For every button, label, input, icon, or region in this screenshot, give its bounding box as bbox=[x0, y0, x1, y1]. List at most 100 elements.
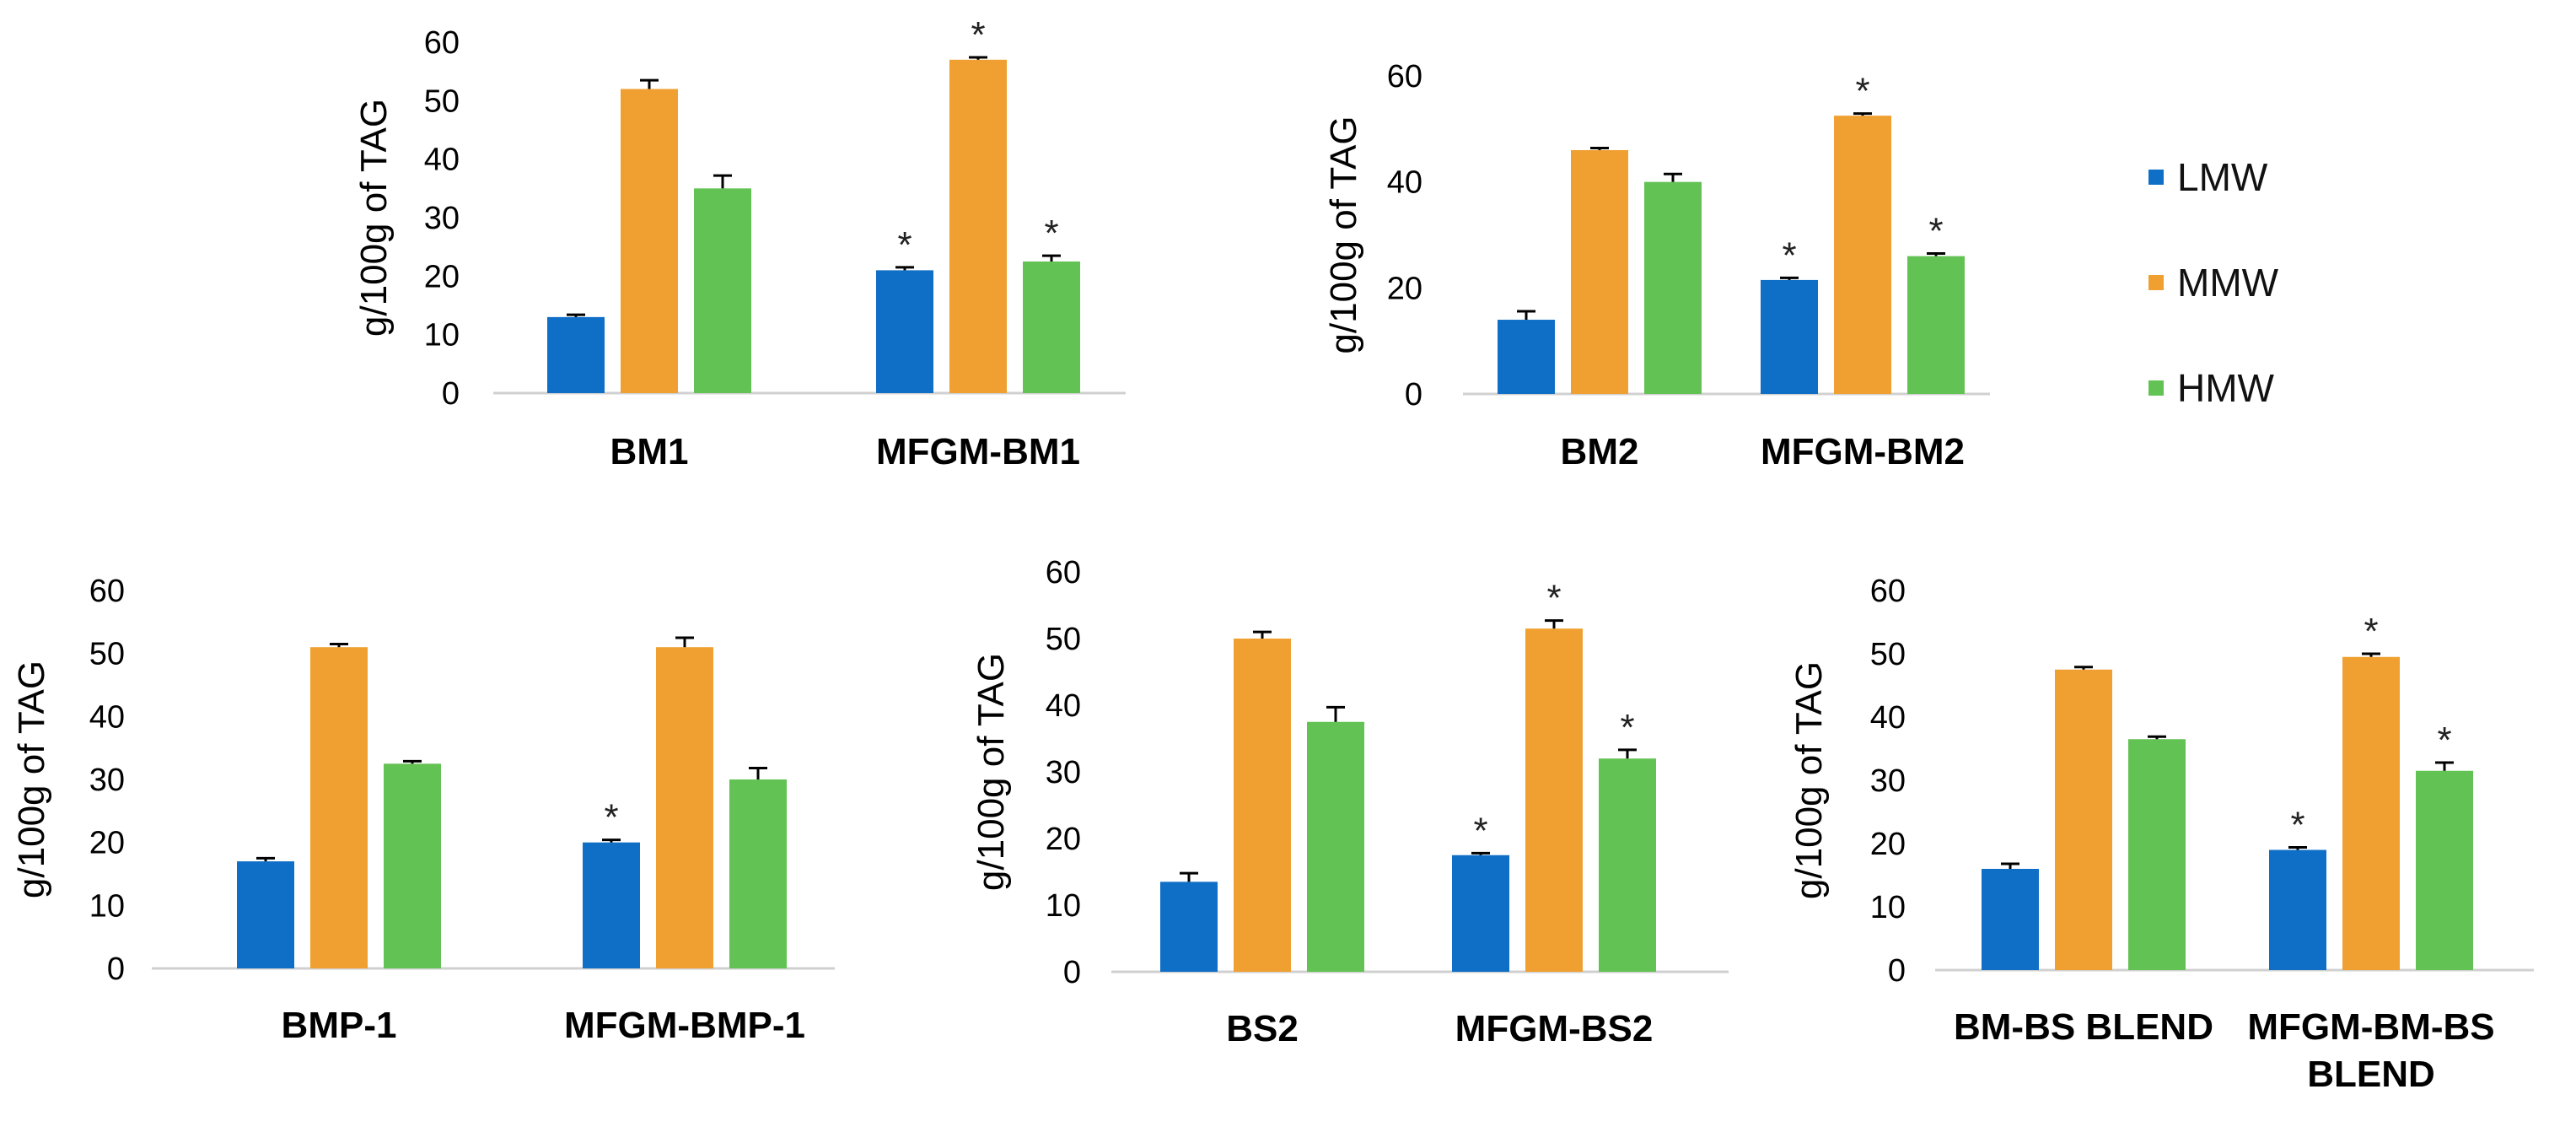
bar-hmw bbox=[1599, 758, 1656, 972]
y-tick-label: 60 bbox=[89, 574, 125, 609]
bar-mmw bbox=[1234, 639, 1291, 972]
category-label: MFGM-BM-BS BLEND bbox=[2247, 1006, 2494, 1095]
bar-lmw bbox=[1452, 855, 1509, 972]
bar-mmw bbox=[1525, 628, 1583, 972]
y-axis-label: g/100g of TAG bbox=[971, 653, 1012, 891]
y-tick-label: 60 bbox=[1387, 59, 1422, 94]
bar-hmw bbox=[729, 779, 787, 968]
category-label: BM2 bbox=[1561, 431, 1639, 472]
y-tick-label: 40 bbox=[1870, 700, 1906, 736]
y-tick-label: 10 bbox=[1046, 888, 1081, 924]
y-axis-label: g/100g of TAG bbox=[353, 99, 395, 337]
y-tick-label: 50 bbox=[1870, 637, 1906, 672]
y-tick-label: 30 bbox=[89, 763, 125, 798]
significance-marker: * bbox=[1044, 213, 1058, 254]
chart-panel-3: g/100g of TAG 0 10 20 30 40 50 60 BMP-1 * MFGM-BMP… bbox=[11, 574, 835, 1046]
bar-hmw bbox=[1644, 181, 1702, 394]
bar-lmw bbox=[2269, 849, 2326, 970]
bar-hmw bbox=[1307, 721, 1364, 972]
y-axis-label: g/100g of TAG bbox=[11, 661, 52, 898]
y-tick-label: 50 bbox=[424, 84, 460, 119]
legend-item-lmw: LMW bbox=[2148, 155, 2268, 199]
legend: LMW MMW HMW bbox=[2148, 155, 2279, 410]
y-tick-label: 10 bbox=[89, 888, 125, 924]
bar-mmw bbox=[949, 59, 1007, 394]
y-tick-label: 60 bbox=[1870, 574, 1906, 609]
y-tick-label: 60 bbox=[1046, 555, 1081, 590]
y-tick-label: 30 bbox=[1046, 755, 1081, 790]
y-tick-label: 0 bbox=[1888, 953, 1906, 989]
y-tick-label: 0 bbox=[1063, 955, 1081, 990]
significance-marker: * bbox=[971, 14, 985, 56]
y-tick-label: 20 bbox=[89, 826, 125, 861]
bar-lmw bbox=[876, 270, 933, 393]
y-tick-label: 50 bbox=[89, 637, 125, 672]
y-tick-label: 0 bbox=[1405, 377, 1422, 413]
significance-marker: * bbox=[1620, 707, 1634, 748]
legend-label: HMW bbox=[2177, 366, 2275, 410]
significance-marker: * bbox=[2437, 720, 2451, 761]
significance-marker: * bbox=[1546, 578, 1561, 619]
bar-lmw bbox=[583, 842, 640, 968]
category-label: BM-BS BLEND bbox=[1954, 1006, 2213, 1048]
legend-swatch bbox=[2148, 275, 2164, 290]
bar-mmw bbox=[1571, 149, 1628, 394]
y-tick-label: 20 bbox=[424, 259, 460, 294]
category-label: MFGM-BS2 bbox=[1455, 1008, 1654, 1049]
chart-panel-4: g/100g of TAG 0 10 20 30 40 50 60 BS2 * * * MFGM-BS2 bbox=[971, 555, 1729, 1049]
significance-marker: * bbox=[1473, 810, 1487, 851]
legend-swatch bbox=[2148, 380, 2164, 396]
bar-hmw bbox=[1023, 262, 1080, 393]
category-label: MFGM-BM2 bbox=[1761, 431, 1965, 472]
y-tick-label: 30 bbox=[1870, 763, 1906, 799]
y-tick-label: 0 bbox=[442, 376, 460, 412]
significance-marker: * bbox=[1928, 210, 1943, 251]
y-tick-label: 20 bbox=[1387, 271, 1422, 306]
y-tick-label: 40 bbox=[1046, 688, 1081, 724]
bar-mmw bbox=[656, 647, 713, 968]
category-label: BMP-1 bbox=[282, 1005, 397, 1046]
legend-item-hmw: HMW bbox=[2148, 366, 2275, 410]
bar-mmw bbox=[2055, 669, 2112, 970]
y-axis-label: g/100g of TAG bbox=[1788, 661, 1830, 899]
y-tick-label: 60 bbox=[424, 25, 460, 61]
bar-lmw bbox=[547, 316, 605, 393]
significance-marker: * bbox=[1782, 235, 1796, 276]
y-tick-label: 40 bbox=[89, 699, 125, 735]
significance-marker: * bbox=[1855, 71, 1869, 112]
y-axis-label: g/100g of TAG bbox=[1323, 116, 1364, 353]
bar-lmw bbox=[1160, 882, 1218, 972]
bar-mmw bbox=[2342, 656, 2400, 970]
bar-hmw bbox=[1907, 256, 1965, 394]
category-label: MFGM-BMP-1 bbox=[564, 1005, 805, 1046]
legend-label: MMW bbox=[2177, 261, 2279, 305]
bar-hmw bbox=[2128, 739, 2186, 970]
chart-panel-2: g/100g of TAG 0 20 40 60 BM2 * * * MFGM-BM2 bbox=[1323, 59, 1990, 472]
y-tick-label: 40 bbox=[424, 143, 460, 178]
significance-marker: * bbox=[2364, 611, 2378, 652]
bar-hmw bbox=[384, 763, 441, 968]
bar-hmw bbox=[694, 188, 751, 393]
bar-mmw bbox=[310, 647, 368, 968]
chart-panel-1: g/100g of TAG 0 10 20 30 40 50 60 BM1 * * * MFGM-BM1 bbox=[353, 14, 1126, 472]
significance-marker: * bbox=[604, 797, 618, 839]
y-tick-label: 40 bbox=[1387, 165, 1422, 201]
category-label: BS2 bbox=[1226, 1008, 1299, 1049]
y-tick-label: 0 bbox=[107, 952, 125, 987]
legend-item-mmw: MMW bbox=[2148, 261, 2279, 305]
bar-lmw bbox=[1498, 320, 1555, 394]
category-label: BM1 bbox=[610, 431, 689, 472]
bar-hmw bbox=[2416, 770, 2473, 970]
y-tick-label: 50 bbox=[1046, 622, 1081, 657]
bar-lmw bbox=[1982, 869, 2039, 970]
bar-lmw bbox=[1761, 279, 1818, 394]
bar-mmw bbox=[621, 89, 678, 393]
y-tick-label: 10 bbox=[424, 318, 460, 353]
bar-mmw bbox=[1834, 116, 1891, 394]
significance-marker: * bbox=[2290, 805, 2304, 846]
bar-lmw bbox=[237, 861, 294, 968]
significance-marker: * bbox=[897, 224, 912, 266]
y-tick-label: 10 bbox=[1870, 890, 1906, 925]
legend-label: LMW bbox=[2177, 155, 2268, 199]
